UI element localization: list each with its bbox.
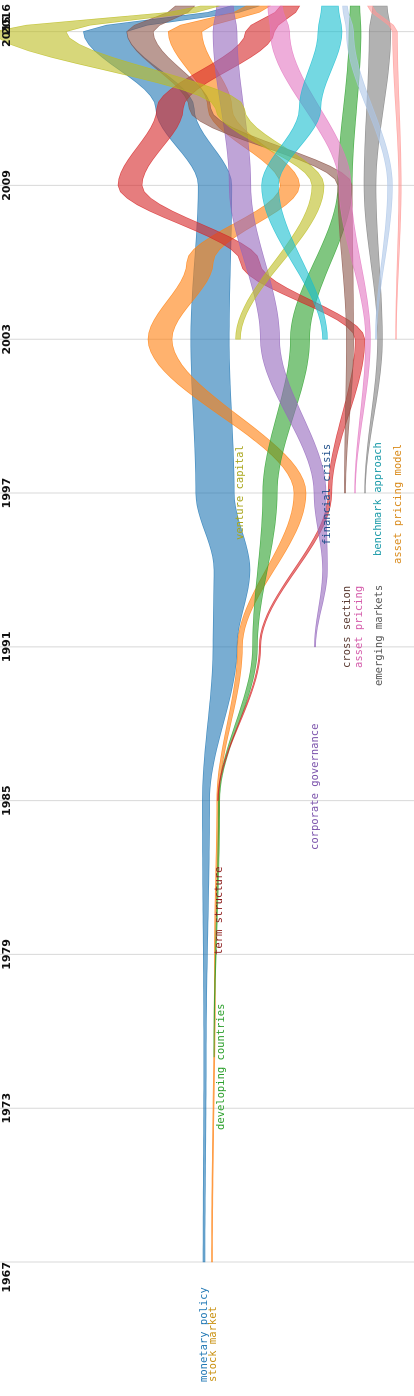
- topic-label-benchmark-approach: benchmark approach: [372, 442, 384, 556]
- topic-label-developing-countries: developing countries: [215, 1004, 227, 1130]
- stream-emerging-markets: [363, 5, 392, 494]
- topic-label-emerging-markets: emerging markets: [373, 585, 385, 686]
- year-label-1979: 1979: [0, 939, 13, 970]
- stream-benchmark-approach: [342, 5, 393, 340]
- topic-label-monetary-policy: monetary policy: [198, 1287, 210, 1382]
- topic-label-stock-market: stock market: [207, 1306, 219, 1382]
- topic-label-cross-section: cross section: [341, 586, 353, 668]
- stream-cross-section: [126, 5, 354, 494]
- stream-developing-countries: [213, 5, 362, 1058]
- topic-label-term-structure: term structure: [213, 866, 225, 955]
- topic-label-financial-crisis: financial crisis: [321, 444, 333, 545]
- stream-asset-pricing-model: [367, 5, 402, 340]
- topic-label-asset-pricing-model: asset pricing model: [392, 444, 404, 564]
- stream-venture-capital: [0, 5, 325, 340]
- stream-corporate-governance: [212, 5, 328, 648]
- year-label-2009: 2009: [0, 170, 13, 201]
- year-label-1997: 1997: [0, 478, 13, 509]
- topic-label-corporate-governance: corporate governance: [309, 724, 321, 850]
- year-label-2003: 2003: [0, 324, 13, 355]
- year-label-1985: 1985: [0, 785, 13, 816]
- year-label-2015: 2015: [0, 16, 13, 47]
- year-label-2016: 2016: [0, 4, 13, 35]
- stream-financial-crisis: [261, 5, 343, 340]
- year-label-1967: 1967: [0, 1262, 13, 1293]
- topic-label-venture-capital: venture capital: [234, 445, 246, 540]
- stream-term-structure: [117, 5, 366, 801]
- topic-label-asset-pricing: asset pricing: [353, 586, 365, 668]
- year-label-1991: 1991: [0, 632, 13, 663]
- stream-layer: [0, 5, 402, 1263]
- stream-asset-pricing: [267, 5, 371, 494]
- year-label-1973: 1973: [0, 1093, 13, 1124]
